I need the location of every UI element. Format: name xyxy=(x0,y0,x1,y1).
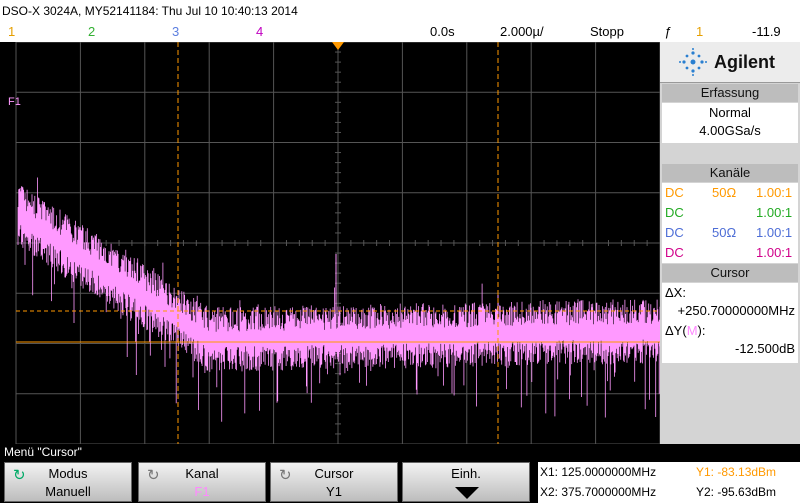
brand-logo: Agilent xyxy=(660,42,800,83)
cursor-box[interactable]: ΔX: +250.70000000MHz ΔY(M): -12.500dB xyxy=(662,283,798,363)
time-position: 0.0s xyxy=(430,24,455,39)
rotate-knob-icon: ↻ xyxy=(13,467,26,484)
agilent-spark-icon xyxy=(679,48,707,76)
side-panel: Agilent Erfassung Normal 4.00GSa/s Kanäl… xyxy=(660,42,800,444)
delta-y-value: -12.500dB xyxy=(735,341,795,356)
status-row: 1 2 3 4 0.0s 2.000µ/ Stopp xyxy=(0,22,660,42)
trigger-channel: 1 xyxy=(696,24,704,39)
cursor-x1-readout: X1: 125.0000000MHz xyxy=(540,465,657,479)
sample-rate: 4.00GSa/s xyxy=(699,123,761,138)
cursor-readout: X1: 125.0000000MHz Y1: -83.13dBm X2: 375… xyxy=(538,462,800,503)
trigger-status: ƒ 1 -11.9 xyxy=(660,22,800,42)
trigger-level: -11.9 xyxy=(752,24,781,39)
cursor-lines xyxy=(16,42,660,444)
softkey-einheiten-title: Einh. xyxy=(451,466,481,481)
delta-y-label-close: ): xyxy=(697,323,706,338)
rotate-knob-icon: ↻ xyxy=(147,467,160,484)
channel-3-probe: 1.00:1 xyxy=(756,225,793,240)
math-f1-marker: F1 xyxy=(8,96,21,108)
softkey-cursor-title: Cursor xyxy=(314,466,354,481)
channel-2-probe: 1.00:1 xyxy=(756,205,793,220)
brand-name: Agilent xyxy=(714,52,775,72)
channel-1-label[interactable]: 1 xyxy=(8,24,16,39)
menu-title: Menü "Cursor" xyxy=(4,445,82,459)
channel-3-coupling: DC xyxy=(665,225,684,240)
channel-3-impedance: 50Ω xyxy=(712,225,737,240)
acquire-mode: Normal xyxy=(709,105,751,120)
time-per-div: 2.000µ/ xyxy=(500,24,544,39)
softkey-modus[interactable]: ↻ Modus Manuell xyxy=(4,462,132,502)
softkey-einheiten[interactable]: Einh. xyxy=(402,462,530,502)
graticule xyxy=(15,42,660,444)
trigger-edge-icon: ƒ xyxy=(664,24,672,39)
delta-y-source: M xyxy=(686,323,698,338)
channel-4-label[interactable]: 4 xyxy=(256,24,264,39)
softkey-modus-value: Manuell xyxy=(45,484,91,499)
channel-4-probe: 1.00:1 xyxy=(756,245,793,260)
softkey-cursor[interactable]: ↻ Cursor Y1 xyxy=(270,462,398,502)
softkey-cursor-value: Y1 xyxy=(326,484,342,499)
delta-x-value: +250.70000000MHz xyxy=(677,303,795,318)
delta-y-label-text: ΔY( xyxy=(665,323,687,338)
channels-header: Kanäle xyxy=(662,164,798,182)
channel-2-label[interactable]: 2 xyxy=(88,24,96,39)
rotate-knob-icon: ↻ xyxy=(279,467,292,484)
channel-3-label[interactable]: 3 xyxy=(172,24,180,39)
softkey-kanal-title: Kanal xyxy=(185,466,219,481)
softkey-kanal-value: F1 xyxy=(194,484,210,499)
waveform-display[interactable]: F1 xyxy=(0,42,660,444)
delta-y-label: ΔY(M): xyxy=(665,323,705,338)
cursor-x2-readout: X2: 375.7000000MHz xyxy=(540,485,657,499)
channel-1-impedance: 50Ω xyxy=(712,185,737,200)
acquire-box[interactable]: Normal 4.00GSa/s xyxy=(662,103,798,143)
fft-spectrum-trace xyxy=(17,177,660,422)
title-bar: DSO-X 3024A, MY52141184: Thu Jul 10 10:4… xyxy=(0,0,800,22)
channel-4-coupling: DC xyxy=(665,245,684,260)
channel-row-4[interactable]: DC 1.00:1 xyxy=(662,243,798,263)
instrument-title: DSO-X 3024A, MY52141184: Thu Jul 10 10:4… xyxy=(2,4,298,18)
channel-row-1[interactable]: DC 50Ω 1.00:1 xyxy=(662,183,798,203)
channel-1-probe: 1.00:1 xyxy=(756,185,793,200)
softkey-kanal[interactable]: ↻ Kanal F1 xyxy=(138,462,266,502)
channel-row-3[interactable]: DC 50Ω 1.00:1 xyxy=(662,223,798,243)
channel-row-2[interactable]: DC 1.00:1 xyxy=(662,203,798,223)
run-state: Stopp xyxy=(590,24,624,39)
cursor-y1-readout: Y1: -83.13dBm xyxy=(696,465,777,479)
submenu-arrow-icon xyxy=(455,487,479,499)
cursor-y2-readout: Y2: -95.63dBm xyxy=(696,485,777,499)
softkey-modus-title: Modus xyxy=(48,466,88,481)
trigger-position-marker xyxy=(332,42,344,50)
cursor-header: Cursor xyxy=(662,264,798,282)
channel-1-coupling: DC xyxy=(665,185,684,200)
acquire-header: Erfassung xyxy=(662,84,798,102)
channels-box[interactable]: DC 50Ω 1.00:1 DC 1.00:1 DC 50Ω 1.00:1 DC… xyxy=(662,183,798,263)
channel-2-coupling: DC xyxy=(665,205,684,220)
fft-trace xyxy=(17,177,660,422)
delta-x-label: ΔX: xyxy=(665,285,686,300)
